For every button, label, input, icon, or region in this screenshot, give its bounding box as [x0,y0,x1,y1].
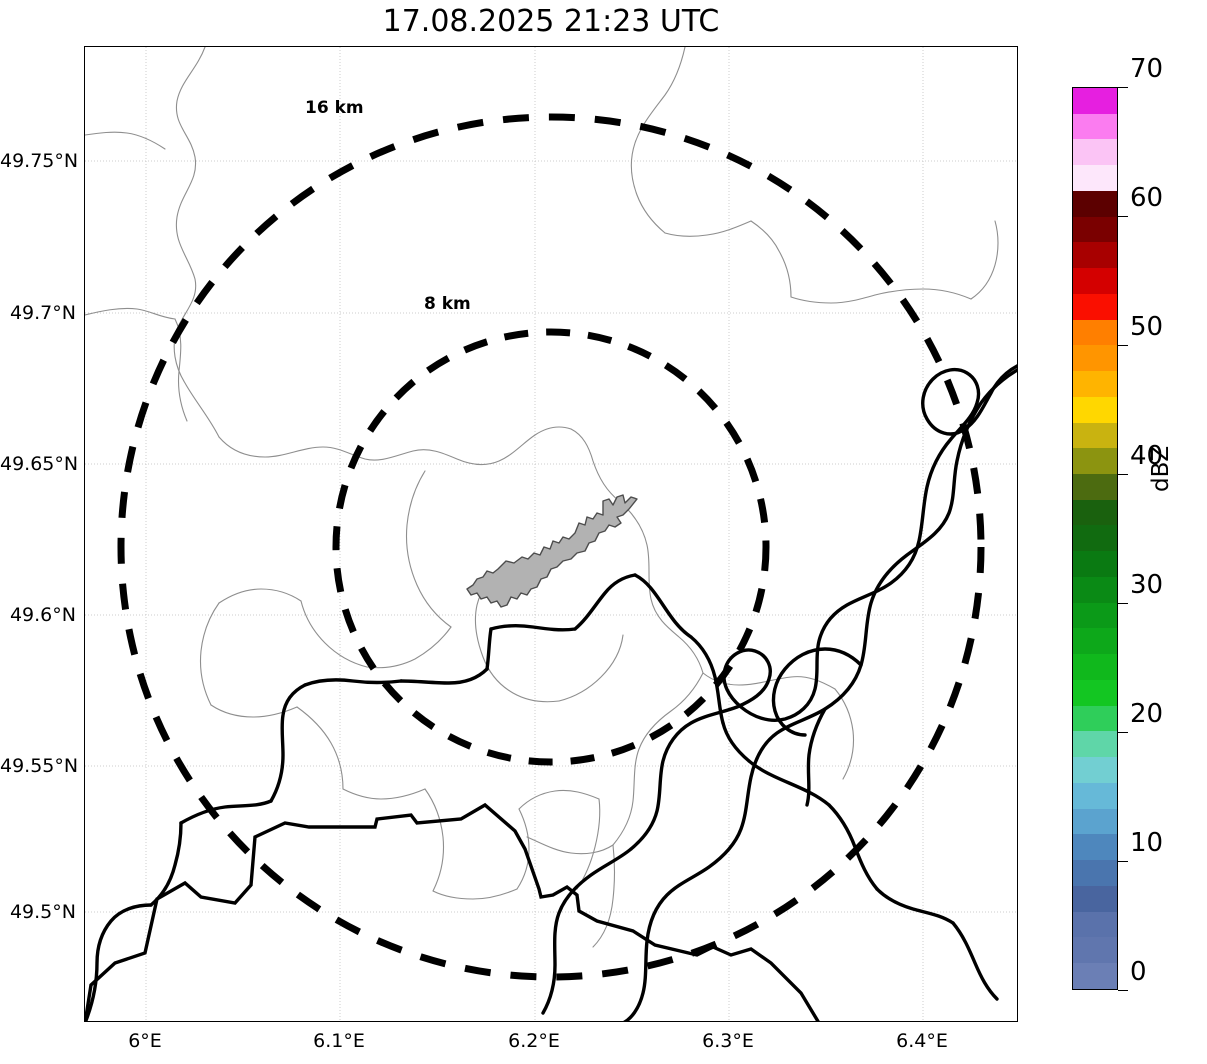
range-ring-8km [332,328,770,766]
colorbar-tick-0 [1118,990,1128,991]
range-ring-label-16km: 16 km [305,98,364,118]
colorbar-band [1073,474,1117,500]
colorbar-band [1073,885,1117,912]
range-ring-label-8km: 8 km [424,294,471,314]
colorbar-band [1073,88,1117,114]
colorbar-band [1073,139,1117,166]
southern-border [85,802,820,1021]
colorbar-band [1073,782,1117,809]
colorbar-tick-10 [1118,861,1128,862]
colorbar-tick-30 [1118,603,1128,604]
range-ring-16km [117,113,985,981]
colorbar-band [1073,757,1117,783]
colorbar-band [1073,268,1117,294]
y-tick-label-49-75: 49.75°N [0,150,79,172]
colorbar-band [1073,319,1117,346]
colorbar-band [1073,216,1117,243]
moselle-river-border [623,368,1017,1021]
y-tick-label-49-5: 49.5°N [9,901,76,923]
admin-boundaries [85,47,999,948]
colorbar-tick-60 [1118,216,1128,217]
colorbar-band [1073,654,1117,680]
colorbar-band [1073,165,1117,191]
reservoir-polygon [466,494,638,608]
colorbar-band [1073,962,1117,989]
colorbar-tick-20 [1118,732,1128,733]
colorbar-band [1073,731,1117,758]
colorbar-band [1073,911,1117,938]
x-tick-label-6-1: 6.1°E [313,1030,365,1052]
y-tick-label-49-6: 49.6°N [9,604,76,626]
colorbar-band [1073,448,1117,475]
colorbar-tick-50 [1118,345,1128,346]
y-tick-label-49-55: 49.55°N [0,755,79,777]
colorbar-band [1073,551,1117,577]
x-tick-label-6-4: 6.4°E [896,1030,948,1052]
x-tick-label-6-2: 6.2°E [508,1030,560,1052]
gridlines [85,47,1017,1021]
colorbar-band [1073,860,1117,886]
x-tick-label-6-3: 6.3°E [702,1030,754,1052]
reflectivity-colorbar[interactable] [1072,87,1118,990]
colorbar-band [1073,525,1117,552]
colorbar-band [1073,371,1117,397]
map-axes[interactable] [84,46,1018,1022]
colorbar-band [1073,834,1117,861]
colorbar-band [1073,422,1117,449]
colorbar-axis-label: dBZ [1148,445,1174,492]
country-borders [85,364,1017,1021]
colorbar-band [1073,242,1117,269]
colorbar-band [1073,293,1117,320]
map-canvas [85,47,1017,1021]
colorbar-tick-70 [1118,87,1128,88]
colorbar-band [1073,628,1117,655]
colorbar-band [1073,499,1117,526]
y-tick-label-49-7: 49.7°N [9,302,76,324]
colorbar-band [1073,576,1117,603]
colorbar-band [1073,602,1117,629]
colorbar-band [1073,190,1117,217]
x-tick-label-6: 6°E [128,1030,162,1052]
y-tick-label-49-65: 49.65°N [0,453,79,475]
colorbar-tick-40 [1118,474,1128,475]
colorbar-band [1073,705,1117,732]
colorbar-band [1073,345,1117,372]
page-title: 17.08.2025 21:23 UTC [382,4,720,39]
colorbar-band [1073,808,1117,835]
colorbar-band [1073,937,1117,963]
colorbar-band [1073,396,1117,423]
colorbar-band [1073,113,1117,140]
colorbar-band [1073,679,1117,706]
